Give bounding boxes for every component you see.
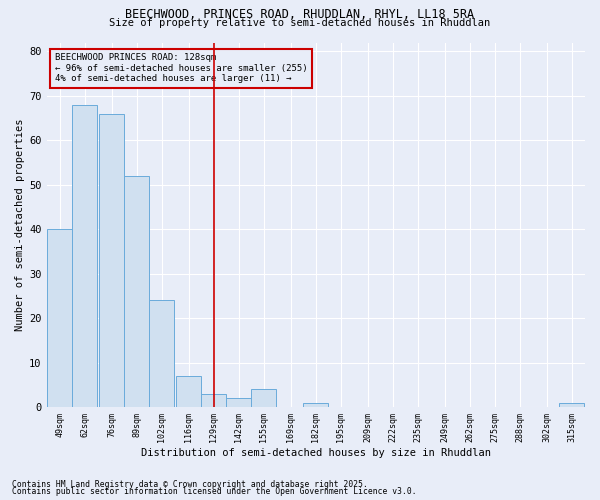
Bar [47, 229, 73, 407]
Bar [251, 390, 277, 407]
Bar [559, 402, 584, 407]
Bar [73, 104, 97, 407]
Y-axis label: Number of semi-detached properties: Number of semi-detached properties [15, 118, 25, 331]
Bar [176, 376, 202, 407]
Bar [303, 402, 328, 407]
Bar [124, 176, 149, 407]
Text: Contains public sector information licensed under the Open Government Licence v3: Contains public sector information licen… [12, 488, 416, 496]
Text: BEECHWOOD PRINCES ROAD: 128sqm
← 96% of semi-detached houses are smaller (255)
4: BEECHWOOD PRINCES ROAD: 128sqm ← 96% of … [55, 54, 307, 83]
X-axis label: Distribution of semi-detached houses by size in Rhuddlan: Distribution of semi-detached houses by … [141, 448, 491, 458]
Text: Contains HM Land Registry data © Crown copyright and database right 2025.: Contains HM Land Registry data © Crown c… [12, 480, 368, 489]
Bar [202, 394, 226, 407]
Bar [100, 114, 124, 407]
Text: Size of property relative to semi-detached houses in Rhuddlan: Size of property relative to semi-detach… [109, 18, 491, 28]
Text: BEECHWOOD, PRINCES ROAD, RHUDDLAN, RHYL, LL18 5RA: BEECHWOOD, PRINCES ROAD, RHUDDLAN, RHYL,… [125, 8, 475, 20]
Bar [149, 300, 175, 407]
Bar [226, 398, 251, 407]
